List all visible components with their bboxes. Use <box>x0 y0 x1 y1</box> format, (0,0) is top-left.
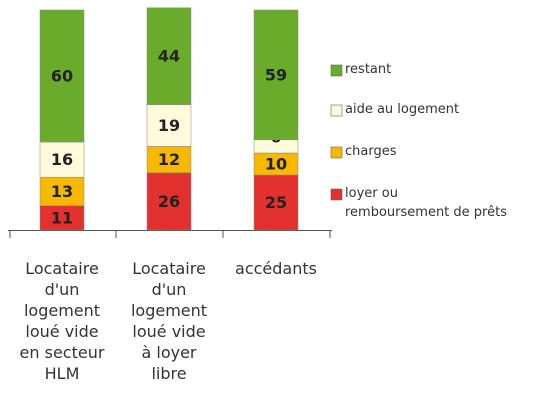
bar-segment <box>146 172 192 231</box>
legend-label: loyer ou remboursement de prêts <box>345 186 507 220</box>
bar-segment <box>146 7 192 105</box>
data-label: 19 <box>158 116 180 135</box>
data-label: 12 <box>158 150 180 169</box>
bar-segment <box>39 205 85 231</box>
legend-swatch <box>330 64 343 77</box>
bar-segment <box>253 174 299 231</box>
x-tick-label: Locataire d'un logement loué vide en sec… <box>19 259 105 383</box>
legend-label: restant <box>345 62 392 77</box>
x-tick-label: accédants <box>235 259 317 278</box>
legend-label: aide au logement <box>345 102 460 117</box>
legend-swatch <box>330 104 343 117</box>
legend-label: charges <box>345 144 397 159</box>
bar-segment <box>253 9 299 141</box>
data-label: 10 <box>265 155 287 174</box>
x-tick-label: Locataire d'un logement loué vide à loye… <box>130 259 208 383</box>
bar-segment <box>39 141 85 178</box>
data-label: 26 <box>158 192 180 211</box>
bar-segment <box>39 176 85 207</box>
data-label: 44 <box>158 47 180 66</box>
legend-swatch <box>330 146 343 159</box>
legend-swatch <box>330 188 343 201</box>
bar-segment <box>39 9 85 143</box>
data-label: 59 <box>265 65 287 84</box>
data-label: 16 <box>51 150 73 169</box>
data-label: 25 <box>265 193 287 212</box>
data-label: 13 <box>51 182 73 201</box>
data-label: 60 <box>51 67 73 86</box>
data-label: 11 <box>51 208 73 227</box>
